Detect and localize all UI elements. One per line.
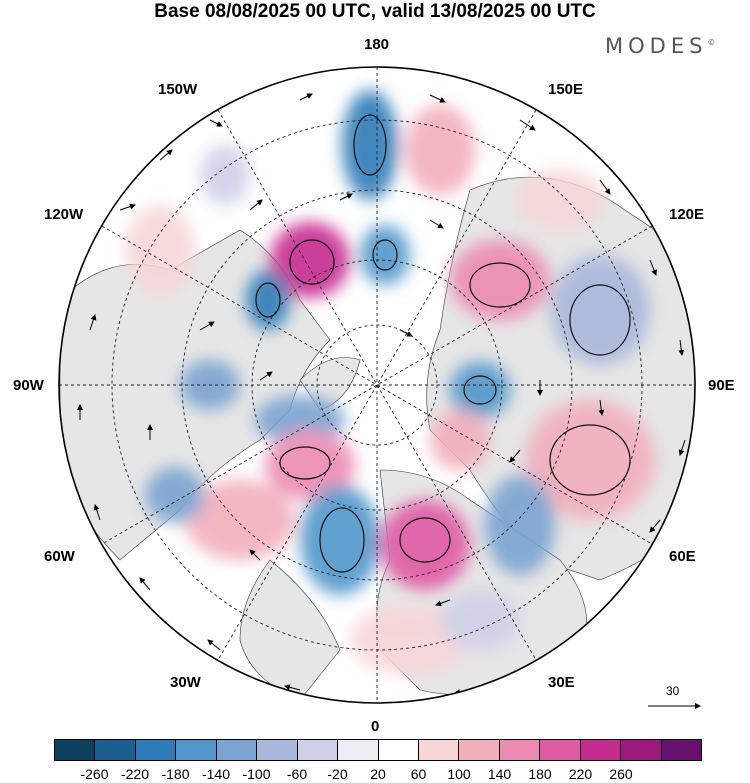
colorbar-tick-label: -220: [120, 766, 150, 782]
lon-label-150e: 150E: [548, 81, 584, 98]
colorbar: [54, 739, 702, 761]
colorbar-tick-label: -140: [201, 766, 231, 782]
colorbar-swatch: [135, 740, 177, 760]
colorbar-swatch: [459, 740, 500, 760]
lon-label-60w: 60W: [44, 548, 75, 565]
colorbar-tick-label: -20: [327, 766, 348, 782]
lon-label-60e: 60E: [669, 548, 696, 565]
colorbar-tick-label: 100: [447, 766, 471, 782]
height-anomaly-shading: [125, 90, 655, 675]
colorbar-swatch: [95, 740, 136, 760]
map-title: Base 08/08/2025 00 UTC, valid 13/08/2025…: [154, 1, 596, 22]
colorbar-swatch: [621, 740, 662, 760]
colorbar-swatch: [378, 740, 419, 760]
colorbar-swatch: [55, 740, 96, 760]
colorbar-swatch: [418, 740, 460, 760]
lon-label-180: 180: [364, 36, 390, 53]
lon-label-30w: 30W: [170, 674, 201, 691]
colorbar-swatch: [661, 740, 701, 760]
colorbar-swatch: [257, 740, 298, 760]
colorbar-ticks: -260 -220 -180 -140 -100 -60 -20 20 60 100 140 180 2…: [54, 766, 702, 783]
graticule: [59, 67, 695, 703]
colorbar-swatch: [499, 740, 541, 760]
colorbar-swatch: [338, 740, 379, 760]
map-boundary: [58, 66, 696, 704]
vector-scale-label: 30: [666, 684, 680, 698]
colorbar-tick-label: 60: [410, 766, 427, 782]
lon-label-90e: 90E: [708, 377, 735, 394]
colorbar-tick-label: 260: [609, 766, 633, 782]
colorbar-tick-label: 20: [370, 766, 386, 782]
colorbar-tick-label: -100: [242, 766, 271, 782]
colorbar-tick-label: 180: [528, 766, 552, 782]
colorbar-tick-label: -260: [80, 766, 109, 782]
lon-label-30e: 30E: [548, 674, 575, 691]
colorbar-tick-label: 220: [568, 766, 593, 782]
colorbar-swatch: [580, 740, 622, 760]
lon-label-90w: 90W: [13, 377, 44, 394]
lon-label-150w: 150W: [158, 81, 198, 98]
colorbar-swatch: [216, 740, 258, 760]
lon-label-0: 0: [371, 718, 380, 735]
modes-logo: MODES©: [605, 34, 716, 58]
colorbar-tick-label: -180: [161, 766, 190, 782]
colorbar-swatch: [176, 740, 217, 760]
map-disk: [59, 67, 695, 703]
colorbar-tick-label: 140: [487, 766, 512, 782]
lon-label-120w: 120W: [44, 206, 84, 223]
colorbar-swatch: [297, 740, 339, 760]
contour-lines: [255, 114, 631, 573]
colorbar-tick-label: -60: [286, 766, 308, 782]
lon-label-120e: 120E: [669, 206, 705, 223]
colorbar-swatch: [540, 740, 581, 760]
